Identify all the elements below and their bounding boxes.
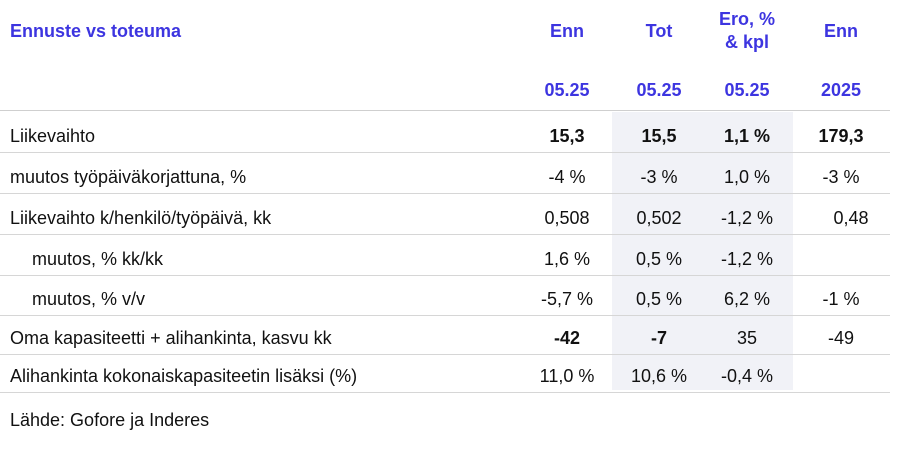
period-diff: 05.25 [724,80,770,100]
cell-forecast-year: -3 % [822,167,860,187]
period-actual: 05.25 [636,80,682,100]
highlight-band [612,112,793,390]
cell-actual: 0,5 % [635,249,683,269]
row-label: muutos, % kk/kk [32,249,164,269]
source-note: Lähde: Gofore ja Inderes [10,410,210,430]
row-label: muutos, % v/v [32,289,146,309]
cell-forecast: 11,0 % [539,366,595,386]
cell-forecast-year: -49 [827,328,854,348]
cell-forecast: 1,6 % [543,249,591,269]
cell-forecast: 0,508 [544,208,590,228]
col-header-forecast: Enn [550,21,584,41]
table-row: Liikevaihto k/henkilö/työpäivä, kk 0,508… [0,194,890,235]
cell-diff: 1,0 % [723,167,771,187]
table-row: muutos työpäiväkorjattuna, % -4 % -3 % 1… [0,153,890,194]
col-header-actual: Tot [645,21,673,41]
table-row: muutos, % kk/kk 1,6 % 0,5 % -1,2 % [0,235,890,276]
cell-forecast: -4 % [548,167,586,187]
cell-diff: -0,4 % [720,366,774,386]
table-title: Ennuste vs toteuma [10,21,182,41]
cell-forecast: -42 [553,328,580,348]
col-header-diff-line2: & kpl [724,32,769,52]
row-label: Oma kapasiteetti + alihankinta, kasvu kk [10,328,332,348]
cell-diff: 1,1 % [723,126,771,146]
cell-forecast-year: 0,48 [833,208,869,228]
table-row: Liikevaihto 15,3 15,5 1,1 % 179,3 [0,112,890,153]
cell-actual: -3 % [640,167,678,187]
cell-forecast-year: -1 % [822,289,860,309]
table-row: Oma kapasiteetti + alihankinta, kasvu kk… [0,314,890,355]
table-row: Alihankinta kokonaiskapasiteetin lisäksi… [0,352,890,393]
row-label: Alihankinta kokonaiskapasiteetin lisäksi… [10,366,358,386]
col-header-forecast-year: Enn [824,21,858,41]
cell-forecast: -5,7 % [540,289,594,309]
cell-forecast-year [796,352,886,392]
cell-actual: 10,6 % [630,366,688,386]
cell-actual: 15,5 [641,126,677,146]
row-label: Liikevaihto k/henkilö/työpäivä, kk [10,208,272,228]
col-header-diff: Ero, % & kpl [702,8,792,54]
cell-actual: 0,5 % [635,289,683,309]
table-row: muutos, % v/v -5,7 % 0,5 % 6,2 % -1 % [0,275,890,316]
cell-forecast: 15,3 [549,126,585,146]
cell-forecast-year: 179,3 [818,126,864,146]
cell-actual: 0,502 [636,208,682,228]
cell-diff: -1,2 % [720,249,774,269]
row-label: muutos työpäiväkorjattuna, % [10,167,247,187]
cell-diff: 35 [736,328,758,348]
row-label: Liikevaihto [10,126,96,146]
period-forecast-year: 2025 [820,80,862,100]
cell-actual: -7 [650,328,667,348]
cell-forecast-year [796,235,886,275]
period-forecast: 05.25 [544,80,590,100]
cell-diff: 6,2 % [723,289,771,309]
col-header-diff-line1: Ero, % [718,9,775,29]
header-divider [0,110,890,111]
cell-diff: -1,2 % [720,208,774,228]
